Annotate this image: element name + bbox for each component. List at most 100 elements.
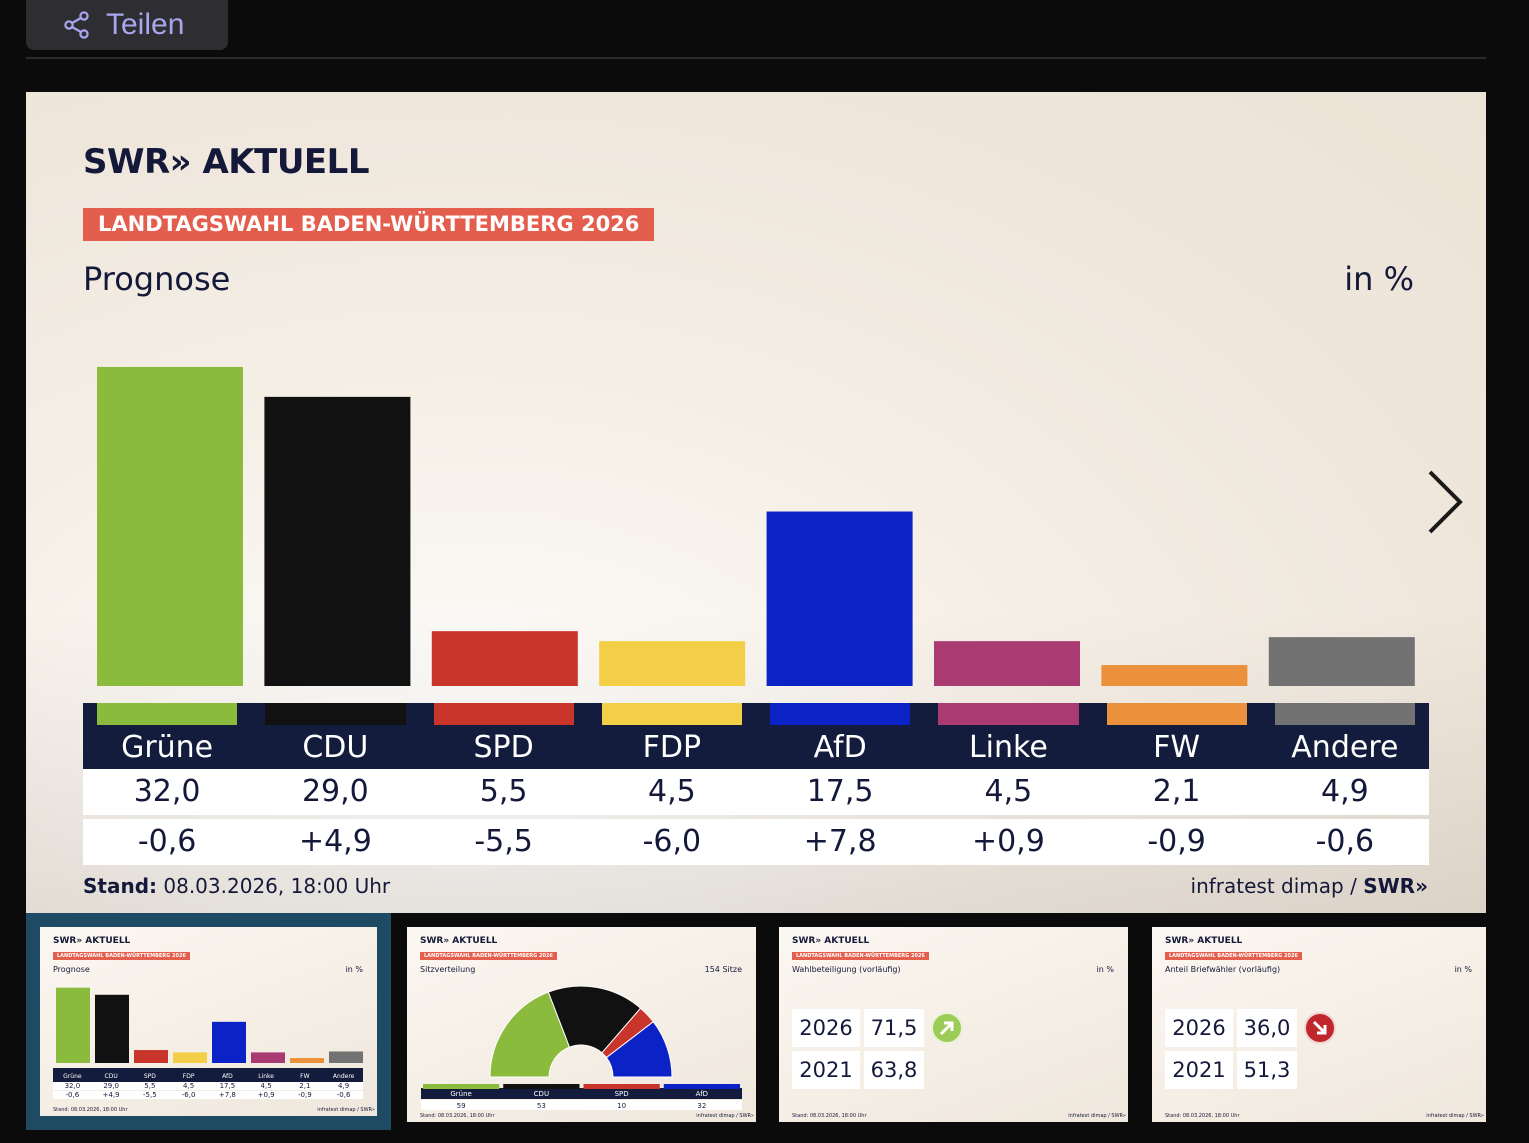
change-spd: -5,5 <box>474 824 533 859</box>
share-button[interactable]: Teilen <box>26 0 228 50</box>
thumb-bar-andere <box>329 1051 363 1063</box>
swr-aktuell-logo: SWR» AKTUELL <box>83 142 370 182</box>
bar-cdu <box>264 396 411 686</box>
value-linke: 4,5 <box>984 774 1033 809</box>
party-color-strip <box>1274 703 1415 725</box>
change-cdu: +4,9 <box>298 824 372 859</box>
trend-down-icon <box>1304 1012 1336 1044</box>
stand-label: Stand: <box>83 874 158 898</box>
thumb-header-band <box>53 1068 363 1082</box>
thumb-party-label: Grüne <box>63 1073 82 1080</box>
next-slide-button[interactable] <box>1424 468 1468 536</box>
seat-color-strip <box>663 1084 740 1089</box>
thumb-footer: Stand: 08.03.2026, 18:00 Uhr <box>792 1113 867 1119</box>
bar-fdp <box>599 641 746 686</box>
bar-chart <box>97 366 1415 686</box>
party-color-strip <box>97 703 238 725</box>
party-color-strip <box>433 703 574 725</box>
changes-row: -0,6 +4,9 -5,5 -6,0 +7,8 +0,9 -0,9 -0,6 <box>83 819 1429 865</box>
thumb-logo: SWR» AKTUELL <box>792 936 870 946</box>
value-2021: 51,3 <box>1237 1051 1297 1089</box>
value-fdp: 4,5 <box>648 774 696 809</box>
bar-andere <box>1268 637 1415 686</box>
party-color-strip <box>938 703 1079 725</box>
value-afd: 17,5 <box>806 774 874 809</box>
thumb-title: Wahlbeteiligung (vorläufig) <box>792 965 901 974</box>
thumb-title: Sitzverteilung <box>420 965 476 974</box>
change-fdp: -6,0 <box>642 824 702 859</box>
thumb-bar-fdp <box>173 1052 207 1063</box>
thumb-cell: +4,9 <box>102 1091 120 1099</box>
thumb-cell: -5,5 <box>143 1091 157 1099</box>
seat-header-band <box>421 1088 742 1099</box>
seat-party-label: SPD <box>615 1090 629 1098</box>
trend-up-icon <box>931 1012 963 1044</box>
seat-party-label: CDU <box>534 1090 549 1098</box>
thumb-values-row: 32,0 29,0 5,5 4,5 17,5 4,5 2,1 4,9 <box>53 1082 363 1090</box>
value-andere: 4,9 <box>1321 774 1369 809</box>
change-fw: -0,9 <box>1147 824 1206 859</box>
results-table: Grüne CDU SPD FDP AfD Linke FW Andere 32,0 29,0 5… <box>83 703 1429 865</box>
seat-color-strip <box>423 1084 500 1089</box>
seat-color-strip <box>583 1084 660 1089</box>
thumb-party-label: FDP <box>183 1073 195 1080</box>
thumb-bar-grüne <box>56 987 90 1063</box>
share-icon <box>64 11 89 39</box>
bar-afd <box>766 511 913 686</box>
value-fw: 2,1 <box>1152 774 1201 809</box>
thumb-footer: Stand: 08.03.2026, 18:00 Uhr <box>1165 1113 1240 1119</box>
thumbnail-sitzverteilung[interactable]: SWR» AKTUELL LANDTAGSWAHL BADEN-WÜRTTEMB… <box>407 927 756 1122</box>
thumb-title: Anteil Briefwähler (vorläufig) <box>1165 965 1281 974</box>
thumb-badge: LANDTAGSWAHL BADEN-WÜRTTEMBERG 2026 <box>53 952 190 960</box>
thumb-cell: 4,5 <box>183 1082 195 1090</box>
share-label: Teilen <box>106 8 185 41</box>
thumbnail-strip: SWR» AKTUELL LANDTAGSWAHL BADEN-WÜRTTEMB… <box>26 913 1486 1130</box>
thumbnail-wahlbeteiligung[interactable]: SWR» AKTUELL LANDTAGSWAHL BADEN-WÜRTTEMB… <box>779 927 1128 1122</box>
thumb-cell: -6,0 <box>181 1091 196 1099</box>
thumb-cell: 17,5 <box>219 1082 236 1090</box>
footer-source: infratest dimap / SWR» <box>1191 874 1428 898</box>
thumb-cell: 32,0 <box>64 1082 81 1090</box>
party-label-linke: Linke <box>924 703 1092 769</box>
thumb-unit: 154 Sitze <box>704 965 742 974</box>
seat-value-cell <box>661 1100 742 1110</box>
thumb-bar-spd <box>134 1050 168 1063</box>
change-linke: +0,9 <box>971 824 1045 859</box>
thumb-party-label: Andere <box>333 1073 355 1080</box>
party-label-afd: AfD <box>756 703 924 769</box>
seat-distribution-chart: Grüne 59 CDU 53 SPD 10 AfD 32 <box>421 985 742 1110</box>
year-2021: 2021 <box>1165 1051 1233 1089</box>
party-header-row: Grüne CDU SPD FDP AfD Linke FW Andere <box>83 703 1429 769</box>
thumb-bar-chart: Grüne CDU SPD FDP AfD Linke FW Andere <box>53 987 363 1082</box>
seat-value-cell <box>581 1100 662 1110</box>
year-2021: 2021 <box>792 1051 860 1089</box>
seat-value-cell <box>421 1100 502 1110</box>
thumb-party-label: SPD <box>144 1073 156 1080</box>
change-grüne: -0,6 <box>137 824 197 859</box>
thumb-footer-source: infratest dimap / SWR» <box>696 1113 754 1119</box>
thumb-unit: in % <box>1096 965 1114 974</box>
seat-party-label: Grüne <box>450 1090 471 1098</box>
thumb-footer-source: infratest dimap / SWR» <box>317 1107 375 1113</box>
thumb-cell: 29,0 <box>103 1082 119 1090</box>
party-label-spd: SPD <box>420 703 588 769</box>
thumb-cell: -0,9 <box>298 1091 312 1099</box>
stand-value: 08.03.2026, 18:00 Uhr <box>163 874 391 898</box>
thumb-logo: SWR» AKTUELL <box>420 936 498 946</box>
party-label-grüne: Grüne <box>83 703 251 769</box>
swr-brand: SWR» <box>1363 874 1428 898</box>
chart-title: Prognose <box>83 260 231 298</box>
thumb-unit: in % <box>345 965 363 974</box>
value-cdu: 29,0 <box>301 774 369 809</box>
year-2026: 2026 <box>1165 1009 1233 1047</box>
thumb-party-label: Linke <box>258 1073 274 1080</box>
thumb-logo: SWR» AKTUELL <box>1165 936 1243 946</box>
thumbnail-prognose[interactable]: SWR» AKTUELL LANDTAGSWAHL BADEN-WÜRTTEMB… <box>26 913 391 1130</box>
value-grüne: 32,0 <box>133 774 201 809</box>
thumbnail-briefwaehler[interactable]: SWR» AKTUELL LANDTAGSWAHL BADEN-WÜRTTEMB… <box>1152 927 1486 1122</box>
seat-color-strip <box>503 1084 580 1089</box>
party-color-strip <box>770 703 911 725</box>
bar-spd <box>431 631 578 686</box>
thumb-cell: 5,5 <box>144 1082 156 1090</box>
thumb-title: Prognose <box>53 965 90 974</box>
